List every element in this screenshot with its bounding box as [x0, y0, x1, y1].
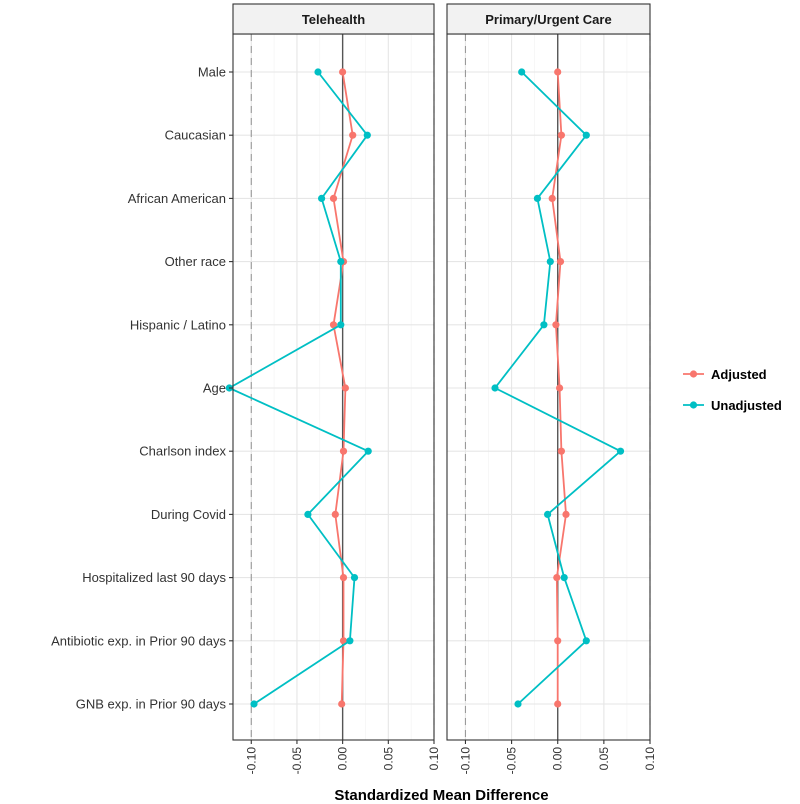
data-point-unadjusted — [346, 637, 354, 645]
data-point-adjusted — [339, 637, 348, 645]
data-point-adjusted — [329, 321, 338, 329]
data-point-unadjusted — [546, 258, 554, 266]
data-point-adjusted — [349, 131, 357, 139]
legend-label: Unadjusted — [711, 398, 782, 413]
y-category-label: African American — [128, 191, 226, 206]
y-category-label: Caucasian — [165, 128, 226, 143]
data-point-adjusted — [554, 68, 562, 76]
data-point-adjusted — [331, 510, 339, 518]
data-point-unadjusted — [318, 194, 326, 202]
data-point-unadjusted — [337, 258, 345, 266]
data-point-adjusted — [339, 68, 347, 76]
data-point-unadjusted — [582, 131, 590, 139]
y-category-label: Male — [198, 65, 226, 80]
x-tick-label: -0.10 — [244, 747, 258, 775]
x-tick-label: -0.05 — [290, 747, 304, 775]
facet-strip-label: Telehealth — [302, 12, 365, 27]
panel-background — [233, 34, 434, 740]
data-point-unadjusted — [518, 68, 526, 76]
data-point-adjusted — [341, 384, 349, 392]
x-tick-label: 0.05 — [597, 747, 611, 771]
panel-background — [447, 34, 650, 740]
data-point-unadjusted — [582, 637, 590, 645]
y-category-label: Hispanic / Latino — [130, 317, 226, 332]
x-tick-label: 0.05 — [381, 747, 395, 771]
data-point-unadjusted — [533, 194, 542, 202]
data-point-unadjusted — [350, 574, 359, 582]
legend-key-point — [689, 370, 698, 378]
y-category-label: Age — [203, 381, 226, 396]
x-tick-label: 0.00 — [551, 747, 565, 771]
data-point-unadjusted — [304, 510, 312, 518]
data-point-unadjusted — [616, 447, 625, 455]
data-point-adjusted — [339, 574, 348, 582]
x-tick-label: -0.10 — [459, 747, 473, 775]
data-point-adjusted — [554, 637, 562, 645]
data-point-adjusted — [339, 447, 348, 455]
y-category-label: During Covid — [151, 507, 226, 522]
data-point-adjusted — [554, 700, 562, 708]
legend-label: Adjusted — [711, 367, 767, 382]
y-category-label: GNB exp. in Prior 90 days — [76, 697, 227, 712]
data-point-adjusted — [552, 321, 560, 329]
legend-key-point — [689, 401, 698, 409]
data-point-adjusted — [556, 384, 564, 392]
x-axis-title: Standardized Mean Difference — [334, 787, 548, 804]
data-point-adjusted — [548, 194, 556, 202]
data-point-adjusted — [557, 131, 566, 139]
facet-strip — [446, 3, 651, 35]
y-category-label: Antibiotic exp. in Prior 90 days — [51, 633, 226, 648]
data-point-adjusted — [338, 700, 346, 708]
data-point-unadjusted — [544, 510, 552, 518]
data-point-unadjusted — [314, 68, 322, 76]
data-point-unadjusted — [250, 700, 258, 708]
x-tick-label: 0.00 — [336, 747, 350, 771]
facet-strip-label: Primary/Urgent Care — [485, 12, 611, 27]
data-point-adjusted — [557, 447, 566, 455]
data-point-unadjusted — [363, 131, 371, 139]
data-point-unadjusted — [491, 384, 499, 392]
x-tick-label: -0.05 — [505, 747, 519, 775]
data-point-unadjusted — [337, 321, 345, 329]
data-point-adjusted — [553, 574, 561, 582]
data-point-adjusted — [329, 194, 338, 202]
data-point-unadjusted — [540, 321, 548, 329]
facet-strip — [232, 3, 435, 35]
y-category-label: Hospitalized last 90 days — [82, 570, 226, 585]
data-point-unadjusted — [514, 700, 522, 708]
x-tick-label: 0.10 — [427, 747, 441, 771]
y-category-label: Charlson index — [139, 444, 226, 459]
data-point-adjusted — [562, 510, 570, 518]
data-point-unadjusted — [560, 574, 568, 582]
y-category-label: Other race — [165, 254, 226, 269]
data-point-unadjusted — [364, 447, 372, 455]
x-tick-label: 0.10 — [643, 747, 657, 771]
data-point-adjusted — [556, 258, 565, 266]
